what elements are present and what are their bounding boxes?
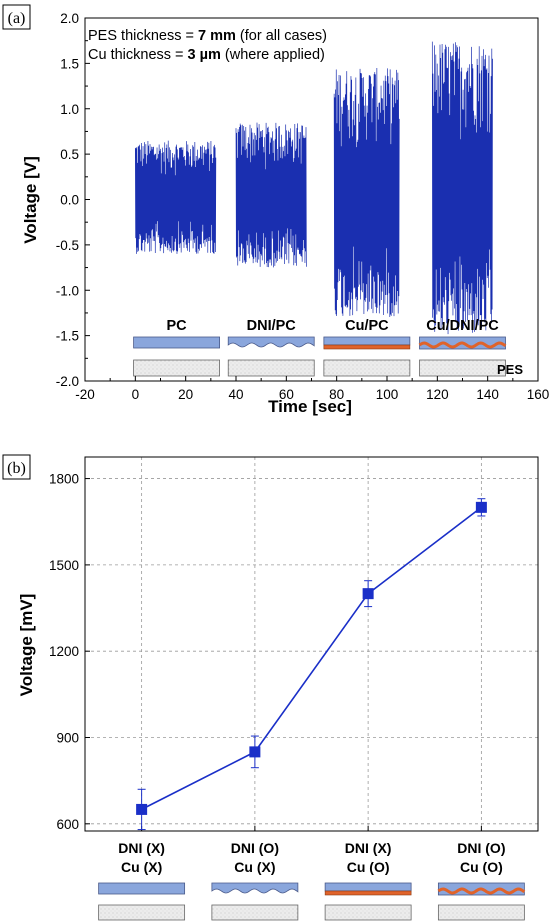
- y-tick-label-b: 1800: [49, 472, 79, 487]
- category-label-line1: DNI (O): [231, 840, 279, 856]
- cu-wavy-layer: [437, 887, 526, 895]
- pes-substrate: [419, 359, 506, 377]
- y-tick-label-a: 0.5: [60, 147, 79, 162]
- panel-b-label: (b): [7, 460, 26, 477]
- segment-label: PC: [167, 318, 188, 334]
- pc-layer: [98, 882, 186, 895]
- cu-layer: [324, 890, 412, 896]
- y-tick-label-a: -1.0: [56, 283, 79, 298]
- cu-wavy-layer: [418, 341, 507, 349]
- x-tick-label-a: 80: [329, 387, 344, 402]
- segment-label: Cu/DNI/PC: [426, 318, 499, 334]
- y-tick-label-b: 1500: [49, 558, 79, 573]
- layer-stack-icons: [133, 336, 507, 377]
- plot-area-b: [84, 456, 539, 832]
- data-point: [249, 746, 261, 758]
- x-tick-label-a: 0: [132, 387, 140, 402]
- pc-layer: [323, 336, 411, 346]
- pc-layer: [133, 336, 221, 349]
- panel-a-label-box: [2, 4, 31, 30]
- y-axis-title-b: Voltage [mV]: [17, 594, 36, 697]
- data-point: [136, 803, 148, 815]
- x-tick-label-a: 20: [178, 387, 193, 402]
- y-tick-label-b: 600: [56, 817, 79, 832]
- substrate-label-pes: PES: [497, 362, 523, 377]
- dni-pc-layer: [211, 882, 299, 894]
- data-point: [362, 588, 374, 600]
- segment-label: Cu/PC: [345, 318, 389, 334]
- trace-cu-pc: [333, 67, 400, 318]
- x-tick-label-a: 100: [376, 387, 399, 402]
- pes-substrate: [323, 359, 411, 377]
- x-tick-label-a: 160: [527, 387, 549, 402]
- annotation-pes-thickness: PES thickness = 7 mm (for all cases): [88, 28, 327, 44]
- layer-stack-icons-b: [98, 882, 526, 921]
- voltage-traces: [134, 41, 493, 335]
- trace-dni-pc: [235, 122, 307, 268]
- category-label-line2: Cu (X): [234, 859, 275, 875]
- category-labels: DNI (X) Cu (X) DNI (O) Cu (X) DNI (X) Cu (O) D…: [118, 840, 505, 875]
- annotation-cu-thickness: Cu thickness = 3 µm (where applied): [88, 47, 325, 63]
- y-tick-label-a: 2.0: [60, 11, 79, 26]
- x-tick-label-a: -20: [75, 387, 95, 402]
- grid-b: [85, 457, 538, 831]
- x-tick-label-a: 140: [476, 387, 499, 402]
- layer-icon: [133, 336, 221, 349]
- dni-pc-layer: [227, 336, 315, 348]
- panel-b-label-box: [2, 454, 31, 480]
- layer-icon-b: [324, 882, 412, 896]
- layer-icon-b: [437, 882, 526, 896]
- y-tick-label-a: -2.0: [56, 374, 79, 389]
- x-tick-label-a: 40: [228, 387, 243, 402]
- cu-layer: [323, 344, 411, 350]
- pes-substrate: [227, 359, 315, 377]
- segment-labels: PC DNI/PC Cu/PC Cu/DNI/PC: [167, 318, 500, 334]
- layer-icon-b: [98, 882, 186, 895]
- pes-substrate-b: [211, 904, 299, 921]
- x-axis-title-a: Time [sec]: [268, 397, 352, 416]
- category-label-line1: DNI (X): [345, 840, 392, 856]
- layer-icon: [227, 336, 315, 348]
- data-point: [475, 501, 487, 513]
- y-tick-label-b: 900: [56, 731, 79, 746]
- segment-label: DNI/PC: [247, 318, 297, 334]
- pc-layer: [324, 882, 412, 892]
- category-label-line2: Cu (O): [347, 859, 390, 875]
- category-label-line1: DNI (O): [457, 840, 505, 856]
- y-axis-title-a: Voltage [V]: [21, 156, 40, 244]
- axes-b: 600 900 1200 1500 1800: [49, 472, 482, 832]
- y-tick-label-a: 1.5: [60, 56, 79, 71]
- pes-substrate-b: [437, 904, 525, 921]
- trace-pc: [134, 140, 217, 254]
- category-label-line2: Cu (X): [121, 859, 162, 875]
- y-tick-label-b: 1200: [49, 644, 79, 659]
- panel-a-label: (a): [8, 10, 26, 27]
- series-b: [136, 498, 487, 831]
- y-tick-label-a: -0.5: [56, 238, 79, 253]
- y-tick-label-a: 0.0: [60, 193, 79, 208]
- axes-a: -20 0 20 40 60 80 100 120 140 160 -2.0 -1.5 -1.0 -0.5…: [56, 11, 549, 402]
- x-tick-label-a: 120: [426, 387, 449, 402]
- layer-icon-b: [211, 882, 299, 894]
- pes-substrate: [133, 359, 221, 377]
- trace-cu-dni-pc: [431, 41, 493, 335]
- pes-substrate-b: [98, 904, 186, 921]
- layer-icon: [323, 336, 411, 350]
- category-label-line2: Cu (O): [460, 859, 503, 875]
- pes-substrate-b: [324, 904, 412, 921]
- series-line: [141, 506, 482, 811]
- layer-icon: [418, 336, 507, 350]
- panel-a: (a) PC DNI/PC Cu/PC Cu/DNI/PC PES thickness…: [2, 4, 549, 416]
- y-tick-label-a: 1.0: [60, 102, 79, 117]
- x-tick-label-a: 60: [279, 387, 294, 402]
- category-label-line1: DNI (X): [118, 840, 165, 856]
- y-tick-label-a: -1.5: [56, 329, 79, 344]
